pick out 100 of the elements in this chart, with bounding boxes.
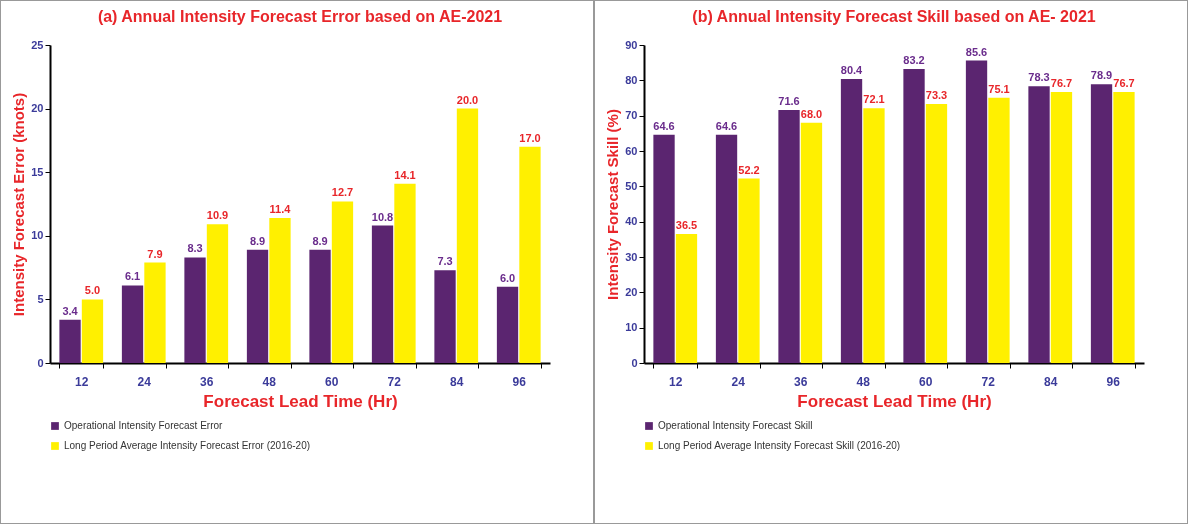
x-tick-label: 12 — [75, 374, 89, 389]
y-tick-label: 10 — [625, 321, 638, 334]
data-label: 64.6 — [653, 119, 675, 132]
x-tick-label: 36 — [794, 374, 808, 389]
y-tick-label: 30 — [625, 250, 638, 263]
legend-label: Long Period Average Intensity Forecast Error (2016-20) — [64, 440, 311, 451]
data-label: 10.8 — [371, 210, 394, 223]
legend-label: Operational Intensity Forecast Skill — [658, 420, 813, 431]
bar — [1050, 91, 1073, 363]
data-label: 78.3 — [1028, 71, 1050, 84]
bar — [738, 178, 760, 363]
y-tick-label: 40 — [625, 215, 638, 228]
data-label: 76.7 — [1113, 76, 1135, 89]
bar — [903, 69, 925, 363]
y-tick-label: 90 — [625, 38, 638, 51]
x-tick-label: 72 — [981, 374, 996, 389]
data-label: 85.6 — [965, 45, 988, 58]
y-tick-label: 0 — [631, 356, 638, 369]
y-axis-title: Intensity Forecast Error (knots) — [10, 92, 28, 317]
x-tick-label: 60 — [325, 374, 339, 389]
data-label: 5.0 — [84, 284, 101, 297]
data-label: 7.9 — [147, 247, 163, 260]
data-label: 73.3 — [925, 89, 948, 102]
bar — [246, 249, 269, 363]
x-axis-title: Forecast Lead Time (Hr) — [797, 391, 992, 411]
data-label: 17.0 — [519, 131, 541, 144]
data-label: 8.9 — [249, 234, 266, 247]
legend-label: Operational Intensity Forecast Error — [64, 420, 224, 431]
x-tick-label: 48 — [856, 374, 871, 389]
legend-label: Long Period Average Intensity Forecast Skill (2016-20) — [658, 440, 901, 451]
bar — [675, 234, 698, 363]
bar — [144, 262, 166, 363]
x-tick-label: 24 — [731, 374, 746, 389]
bar — [653, 134, 675, 363]
data-label: 12.7 — [331, 186, 354, 199]
bar — [925, 104, 948, 363]
y-tick-label: 5 — [37, 292, 44, 305]
y-tick-label: 10 — [31, 229, 44, 242]
y-axis-title: Intensity Forecast Skill (%) — [604, 109, 622, 300]
y-tick-label: 20 — [31, 102, 44, 115]
data-label: 83.2 — [903, 54, 925, 67]
y-tick-label: 0 — [37, 356, 44, 369]
x-tick-label: 48 — [262, 374, 277, 389]
bar — [434, 270, 456, 363]
bar — [965, 60, 988, 363]
bar — [1090, 84, 1113, 363]
bar — [1028, 86, 1050, 363]
data-label: 11.4 — [269, 202, 292, 215]
x-tick-label: 72 — [387, 374, 402, 389]
y-tick-label: 50 — [625, 179, 638, 192]
data-label: 52.2 — [738, 163, 760, 176]
bar — [1113, 91, 1135, 363]
x-tick-label: 24 — [137, 374, 152, 389]
x-tick-label: 84 — [1044, 374, 1058, 389]
bar — [59, 319, 81, 363]
y-tick-label: 20 — [625, 285, 638, 298]
chart-title: (a) Annual Intensity Forecast Error based on AE-2021 — [97, 8, 503, 25]
x-tick-label: 60 — [919, 374, 933, 389]
x-tick-label: 12 — [669, 374, 683, 389]
y-tick-label: 60 — [625, 144, 638, 157]
bar — [309, 249, 331, 363]
y-tick-label: 70 — [625, 109, 638, 122]
bar — [206, 224, 229, 363]
x-tick-label: 96 — [512, 374, 527, 389]
data-label: 10.9 — [206, 209, 229, 222]
data-label: 64.6 — [715, 119, 738, 132]
y-tick-label: 15 — [31, 165, 44, 178]
bar — [456, 108, 479, 363]
bar — [121, 285, 144, 363]
bar — [800, 122, 823, 363]
chart-title: (b) Annual Intensity Forecast Skill based on AE- 2021 — [692, 8, 1096, 25]
bar — [81, 299, 104, 363]
bar — [269, 217, 291, 363]
data-label: 6.1 — [124, 270, 141, 283]
bar — [394, 183, 416, 363]
bar — [715, 134, 738, 363]
x-tick-label: 36 — [200, 374, 214, 389]
data-label: 78.9 — [1090, 69, 1113, 82]
data-label: 6.0 — [499, 271, 516, 284]
data-label: 3.4 — [62, 304, 79, 317]
data-label: 72.1 — [863, 93, 885, 106]
x-tick-label: 96 — [1106, 374, 1121, 389]
bar — [184, 257, 206, 363]
y-tick-label: 80 — [625, 73, 638, 86]
data-label: 14.1 — [394, 168, 416, 181]
bar — [778, 110, 800, 363]
data-label: 68.0 — [800, 107, 823, 120]
data-label: 7.3 — [437, 255, 453, 268]
data-label: 71.6 — [778, 95, 800, 108]
bar — [863, 108, 885, 363]
bar — [519, 146, 541, 363]
bar — [331, 201, 354, 363]
data-label: 36.5 — [675, 219, 698, 232]
data-label: 8.9 — [312, 234, 328, 247]
data-label: 76.7 — [1050, 76, 1073, 89]
bar — [496, 286, 519, 363]
x-axis-title: Forecast Lead Time (Hr) — [203, 391, 398, 411]
bar — [840, 78, 863, 363]
x-tick-label: 84 — [450, 374, 464, 389]
data-label: 80.4 — [840, 63, 864, 76]
